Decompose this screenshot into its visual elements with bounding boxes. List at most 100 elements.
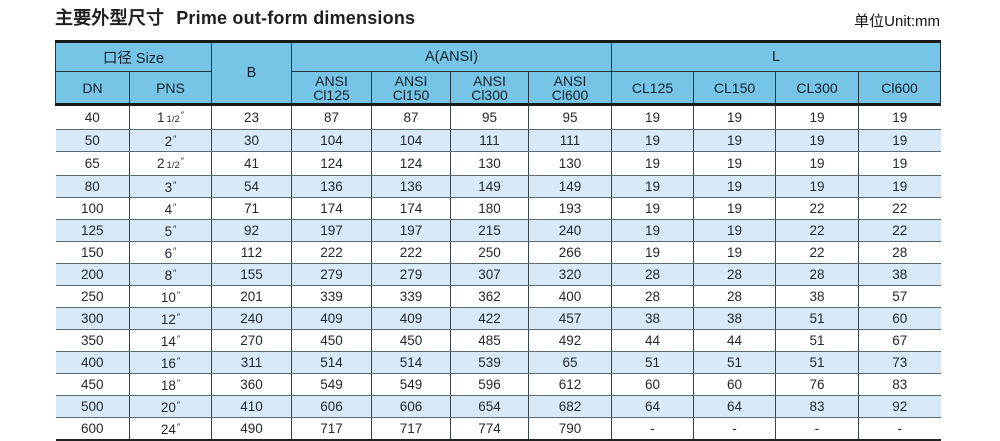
cell-l-cl125: 19: [611, 175, 695, 198]
cell-pns: 18″: [129, 373, 212, 396]
cell-a-cl150: 174: [371, 197, 451, 220]
cell-a-cl150: 606: [371, 395, 451, 418]
cell-dn: 400: [55, 351, 130, 374]
cell-l-cl300: 22: [775, 197, 860, 220]
cell-a-cl300: 539: [450, 351, 529, 374]
cell-b: 112: [211, 241, 292, 264]
cell-dn: 350: [55, 329, 130, 352]
cell-l-cl150: 28: [693, 263, 777, 286]
header-ansi-cl150: ANSI Cl150: [371, 71, 451, 106]
cell-l-cl600: 28: [858, 241, 941, 264]
cell-dn: 300: [55, 307, 130, 330]
cell-a-cl150: 549: [371, 373, 451, 396]
cell-a-cl300: 362: [450, 285, 529, 308]
cell-a-cl125: 409: [291, 307, 372, 330]
header-dn: DN: [55, 71, 130, 106]
table-row: 80 3″ 54 136 136 149 149 19 19 19 19: [55, 175, 941, 198]
cell-a-cl600: 111: [527, 129, 613, 152]
cell-a-cl300: 485: [450, 329, 529, 352]
cell-a-cl600: 612: [527, 373, 613, 396]
cell-l-cl600: 19: [858, 104, 941, 130]
cell-l-cl300: 19: [775, 104, 860, 130]
cell-a-cl150: 514: [371, 351, 451, 374]
table-row: 40 1 1/2″ 23 87 87 95 95 19 19 19 19: [55, 104, 941, 130]
cell-pns: 4″: [129, 197, 212, 220]
table-row: 150 6″ 112 222 222 250 266 19 19 22 28: [55, 241, 941, 264]
cell-l-cl125: 19: [611, 104, 695, 130]
cell-l-cl125: 51: [611, 351, 695, 374]
cell-a-cl600: 320: [527, 263, 613, 286]
cell-pns: 2″: [129, 129, 212, 152]
header-group-row: 口径 Size B A(ANSI) L: [55, 40, 942, 106]
cell-a-cl300: 250: [450, 241, 529, 264]
table-row: 600 24″ 490 717 717 774 790- - - -: [55, 417, 941, 441]
cell-l-cl300: 51: [775, 329, 860, 352]
cell-a-cl125: 104: [291, 129, 372, 152]
cell-l-cl300: 51: [775, 351, 860, 374]
cell-dn: 250: [55, 285, 130, 308]
cell-l-cl125: 19: [611, 197, 695, 220]
header-cl600: Cl600: [858, 71, 942, 106]
cell-a-cl300: 422: [450, 307, 529, 330]
cell-b: 71: [211, 197, 292, 220]
page-title: 主要外型尺寸 Prime out-form dimensions: [55, 7, 415, 29]
cell-a-cl300: 596: [450, 373, 529, 396]
cell-l-cl600: 57: [858, 285, 941, 308]
cell-l-cl300: 38: [775, 285, 860, 308]
cell-a-cl125: 549: [291, 373, 372, 396]
cell-a-cl600: 266: [527, 241, 613, 264]
cell-a-cl600: 457: [527, 307, 613, 330]
cell-a-cl600: 130: [527, 151, 613, 176]
cell-a-cl150: 197: [371, 219, 451, 242]
cell-a-cl600: 492: [527, 329, 613, 352]
cell-l-cl150: 44: [693, 329, 777, 352]
cell-l-cl125: 64: [611, 395, 695, 418]
cell-a-cl150: 339: [371, 285, 451, 308]
cell-pns: 8″: [129, 263, 212, 286]
table-body: 40 1 1/2″ 23 87 87 95 95 19 19 19 19 50 2″ 30 104 104 111…: [55, 104, 941, 441]
cell-a-cl125: 279: [291, 263, 372, 286]
cell-a-cl150: 136: [371, 175, 451, 198]
cell-l-cl125: 19: [611, 219, 695, 242]
cell-l-cl125: 28: [611, 263, 695, 286]
cell-a-cl125: 222: [291, 241, 372, 264]
cell-l-cl300: 51: [775, 307, 860, 330]
cell-l-cl300: -: [775, 417, 860, 441]
cell-a-cl300: 95: [450, 104, 529, 130]
cell-b: 155: [211, 263, 292, 286]
cell-l-cl600: 73: [858, 351, 941, 374]
cell-l-cl600: -: [858, 417, 941, 441]
cell-l-cl600: 92: [858, 395, 941, 418]
cell-l-cl125: 44: [611, 329, 695, 352]
cell-b: 311: [211, 351, 292, 374]
cell-pns: 3″: [129, 175, 212, 198]
cell-l-cl150: -: [693, 417, 777, 441]
header-sub-row: DN PNS ANSI Cl125 ANSI Cl150 ANSI Cl300 …: [55, 71, 942, 106]
table-row: 350 14″ 270 450 450 485 492 44 44 51 67: [55, 329, 941, 352]
header-ansi-cl125: ANSI Cl125: [291, 71, 372, 106]
cell-dn: 80: [55, 175, 130, 198]
cell-a-cl600: 193: [527, 197, 613, 220]
cell-a-cl125: 87: [291, 104, 372, 130]
cell-a-cl125: 174: [291, 197, 372, 220]
cell-a-cl600: 240: [527, 219, 613, 242]
cell-a-cl600: 65: [527, 351, 613, 374]
cell-a-cl300: 149: [450, 175, 529, 198]
cell-a-cl300: 307: [450, 263, 529, 286]
cell-l-cl600: 60: [858, 307, 941, 330]
unit-label: 单位Unit:mm: [854, 13, 940, 30]
cell-dn: 100: [55, 197, 130, 220]
cell-pns: 20″: [129, 395, 212, 418]
cell-a-cl125: 197: [291, 219, 372, 242]
cell-a-cl600: 400: [527, 285, 613, 308]
cell-a-cl150: 450: [371, 329, 451, 352]
cell-l-cl150: 19: [693, 129, 777, 152]
header-a-group: A(ANSI): [290, 40, 613, 72]
cell-dn: 125: [55, 219, 130, 242]
cell-a-cl125: 450: [291, 329, 372, 352]
table-row: 300 12″ 240 409 409 422 457 38 38 51 60: [55, 307, 941, 330]
cell-l-cl150: 19: [693, 151, 777, 176]
cell-pns: 6″: [129, 241, 212, 264]
cell-a-cl150: 87: [371, 104, 451, 130]
cell-l-cl600: 22: [858, 197, 941, 220]
